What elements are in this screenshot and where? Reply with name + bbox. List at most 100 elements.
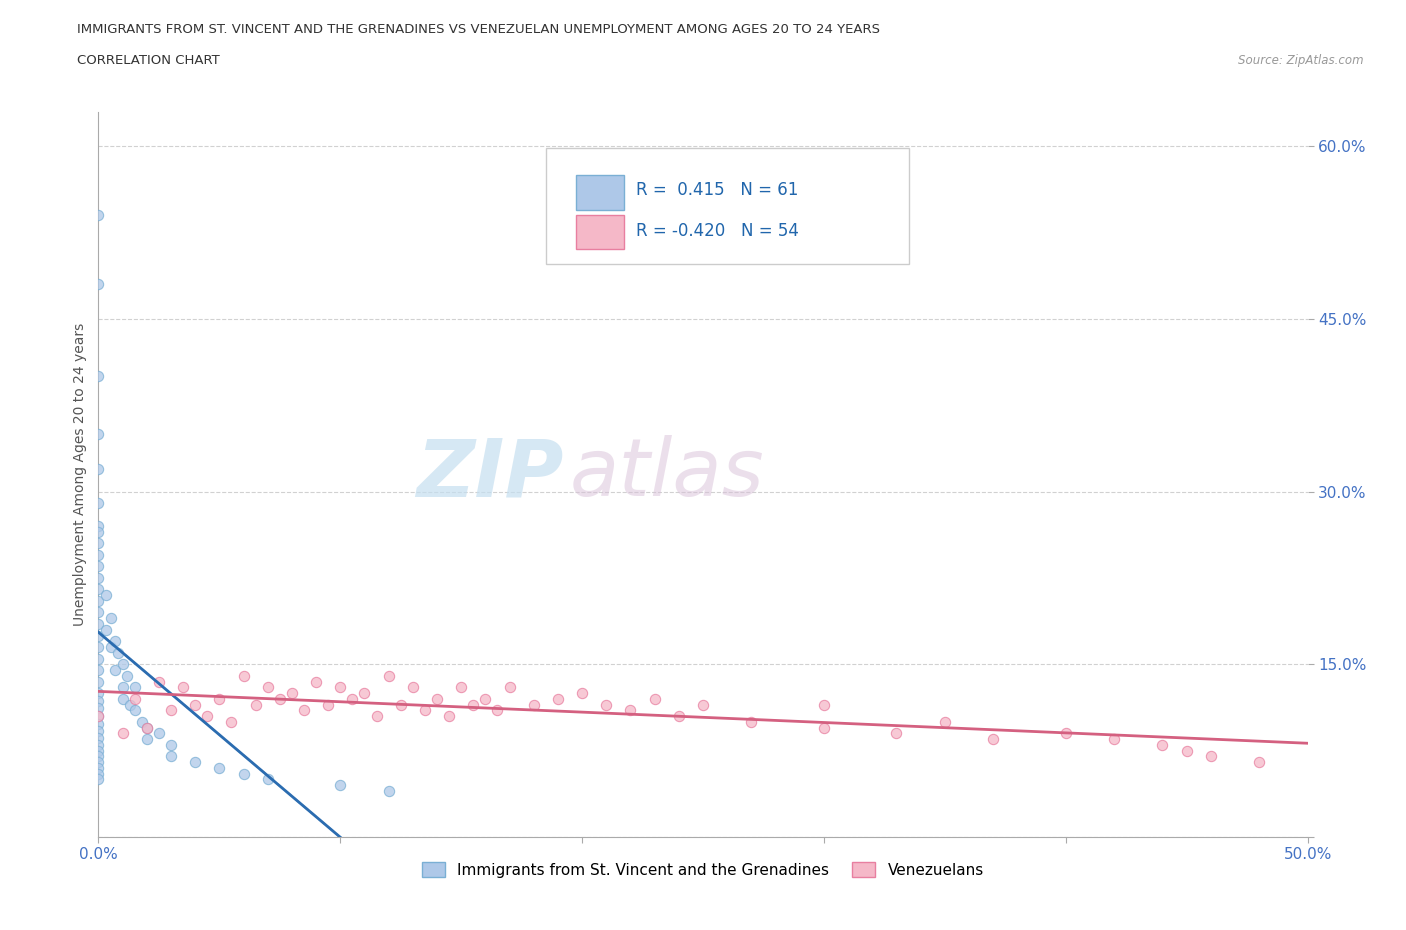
Text: atlas: atlas (569, 435, 765, 513)
Point (87, 536, 110, 551)
Point (813, 698, 835, 712)
Text: ZIP: ZIP (416, 435, 564, 513)
Point (184, 698, 207, 712)
Point (87, 525, 110, 539)
Point (474, 691, 496, 706)
Point (692, 698, 714, 712)
Point (813, 720, 835, 735)
Point (118, 698, 141, 712)
Point (87, 369, 110, 384)
Point (232, 766, 254, 781)
Point (148, 674, 170, 689)
Point (305, 674, 328, 689)
Point (668, 709, 690, 724)
FancyBboxPatch shape (546, 148, 908, 264)
Point (353, 685, 375, 700)
Text: Source: ZipAtlas.com: Source: ZipAtlas.com (1239, 54, 1364, 67)
Point (1152, 737, 1174, 752)
Point (87, 772, 110, 787)
Point (498, 680, 520, 695)
Point (523, 698, 546, 712)
Y-axis label: Unemployment Among Ages 20 to 24 years: Unemployment Among Ages 20 to 24 years (73, 323, 87, 626)
Point (111, 680, 134, 695)
Point (87, 640, 110, 655)
Point (117, 669, 139, 684)
Point (256, 680, 278, 695)
Point (195, 709, 218, 724)
Point (87, 628, 110, 643)
Point (87, 743, 110, 758)
Point (329, 777, 352, 792)
Point (934, 714, 956, 729)
Point (87, 674, 110, 689)
Point (124, 703, 146, 718)
Point (87, 709, 110, 724)
Point (256, 772, 278, 787)
Point (87, 605, 110, 620)
Text: CORRELATION CHART: CORRELATION CHART (77, 54, 221, 67)
Point (94, 588, 117, 603)
Point (413, 703, 436, 718)
Point (111, 691, 134, 706)
Point (87, 662, 110, 677)
Point (87, 519, 110, 534)
Point (437, 709, 460, 724)
Point (87, 427, 110, 442)
Point (377, 783, 399, 798)
Point (232, 669, 254, 684)
Point (148, 726, 170, 741)
Point (87, 207, 110, 222)
Point (486, 703, 509, 718)
Point (595, 698, 617, 712)
Point (1199, 749, 1222, 764)
Point (104, 662, 127, 677)
Point (87, 731, 110, 746)
Point (269, 691, 291, 706)
Point (389, 698, 412, 712)
Point (87, 724, 110, 738)
Point (87, 559, 110, 574)
FancyBboxPatch shape (576, 215, 624, 249)
Point (87, 717, 110, 732)
Point (87, 761, 110, 776)
Point (87, 694, 110, 709)
Point (87, 651, 110, 666)
Point (135, 720, 157, 735)
Point (172, 680, 194, 695)
Point (131, 714, 153, 729)
Point (886, 726, 908, 741)
Point (571, 685, 593, 700)
Point (221, 714, 243, 729)
Point (184, 755, 207, 770)
Point (426, 691, 449, 706)
Point (87, 755, 110, 770)
Point (124, 680, 146, 695)
Point (87, 709, 110, 724)
Point (463, 698, 485, 712)
Point (329, 680, 352, 695)
Point (94, 622, 117, 637)
Text: R = -0.420   N = 54: R = -0.420 N = 54 (637, 222, 800, 240)
Point (1054, 726, 1077, 741)
Point (87, 593, 110, 608)
Point (366, 709, 388, 724)
Point (87, 570, 110, 585)
Point (281, 685, 304, 700)
Point (100, 640, 122, 655)
Point (1102, 732, 1125, 747)
Point (160, 703, 183, 718)
Point (208, 761, 231, 776)
Point (316, 698, 339, 712)
Point (87, 685, 110, 700)
Point (135, 732, 157, 747)
Point (87, 617, 110, 631)
Point (111, 657, 134, 671)
Text: IMMIGRANTS FROM ST. VINCENT AND THE GRENADINES VS VENEZUELAN UNEMPLOYMENT AMONG : IMMIGRANTS FROM ST. VINCENT AND THE GREN… (77, 23, 880, 36)
Point (111, 726, 134, 741)
Point (87, 582, 110, 597)
Point (245, 698, 267, 712)
Point (87, 766, 110, 781)
Point (1175, 743, 1198, 758)
Point (644, 691, 666, 706)
Point (87, 737, 110, 752)
